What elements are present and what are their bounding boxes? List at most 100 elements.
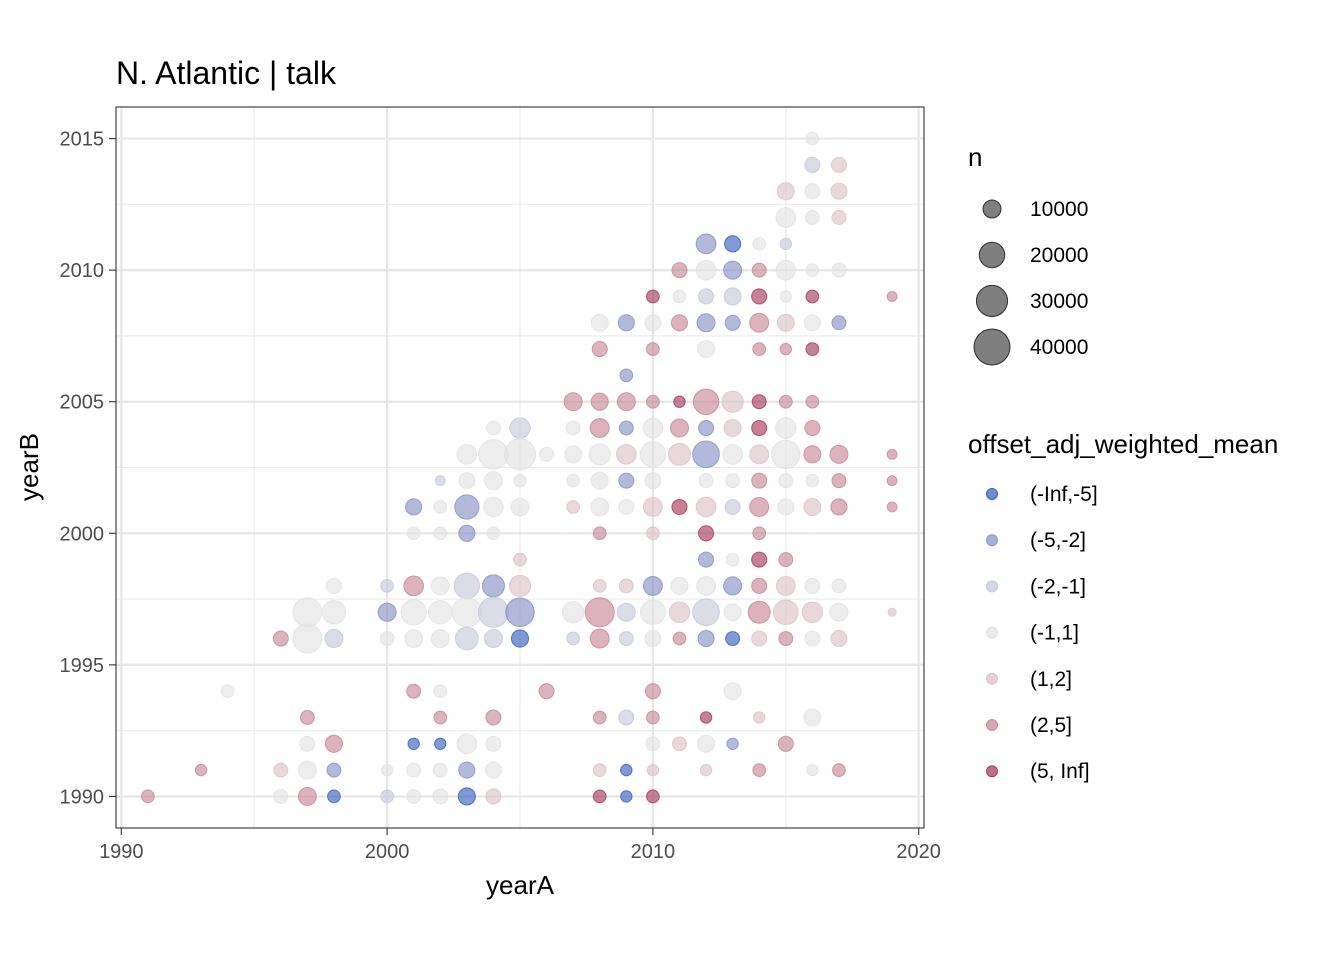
data-point bbox=[646, 763, 660, 777]
data-point bbox=[771, 439, 801, 470]
data-point bbox=[692, 388, 720, 415]
data-point bbox=[619, 368, 634, 383]
data-point bbox=[616, 392, 636, 412]
data-point bbox=[646, 394, 660, 409]
data-point bbox=[324, 734, 343, 753]
data-point bbox=[642, 417, 664, 439]
data-point bbox=[646, 526, 660, 541]
data-point bbox=[725, 473, 741, 489]
data-point bbox=[485, 788, 502, 805]
data-point bbox=[695, 259, 717, 281]
data-point bbox=[589, 628, 610, 649]
data-point bbox=[692, 440, 720, 469]
color-legend-label: (5, Inf] bbox=[1030, 760, 1090, 783]
data-point bbox=[327, 789, 341, 804]
data-point bbox=[753, 711, 766, 724]
data-point bbox=[477, 596, 509, 628]
color-legend-key bbox=[986, 672, 998, 685]
data-point bbox=[299, 735, 316, 752]
data-point bbox=[726, 737, 739, 750]
data-point bbox=[406, 788, 422, 804]
data-point bbox=[723, 682, 742, 701]
data-point bbox=[886, 291, 898, 302]
size-legend-label: 10000 bbox=[1030, 198, 1088, 221]
data-point bbox=[584, 597, 615, 628]
data-point bbox=[668, 601, 691, 623]
data-point bbox=[508, 574, 532, 598]
data-point bbox=[751, 288, 768, 305]
data-point bbox=[592, 710, 607, 725]
data-point bbox=[772, 599, 799, 626]
data-point bbox=[407, 737, 420, 750]
data-point bbox=[433, 500, 448, 514]
data-point bbox=[272, 630, 289, 647]
data-point bbox=[725, 631, 741, 647]
data-point bbox=[778, 631, 794, 647]
chart-title: N. Atlantic | talk bbox=[116, 55, 337, 91]
data-point bbox=[831, 473, 847, 489]
data-point bbox=[775, 259, 797, 281]
data-point bbox=[483, 496, 504, 518]
data-point bbox=[565, 420, 581, 436]
data-point bbox=[698, 551, 715, 568]
data-point bbox=[752, 236, 767, 251]
data-point bbox=[400, 598, 427, 626]
data-point bbox=[751, 472, 768, 489]
data-point bbox=[326, 762, 342, 778]
data-point bbox=[806, 763, 819, 777]
data-point bbox=[803, 445, 822, 464]
data-point bbox=[299, 710, 315, 725]
y-tick-label: 1995 bbox=[60, 655, 105, 677]
data-point bbox=[698, 473, 714, 489]
data-point bbox=[616, 602, 636, 622]
data-point bbox=[747, 600, 771, 624]
data-point bbox=[485, 709, 502, 726]
size-legend: n 10000 20000 30000 40000 bbox=[968, 142, 1088, 366]
data-point bbox=[485, 735, 502, 752]
data-point bbox=[829, 444, 849, 464]
data-point bbox=[505, 597, 535, 627]
data-point bbox=[639, 599, 666, 626]
data-point bbox=[644, 472, 662, 490]
data-point bbox=[454, 494, 480, 520]
data-point bbox=[698, 288, 715, 305]
data-point bbox=[380, 789, 394, 804]
data-point bbox=[725, 552, 740, 567]
data-point bbox=[830, 498, 848, 516]
data-point bbox=[672, 631, 687, 646]
data-point bbox=[430, 629, 450, 649]
data-point bbox=[590, 392, 609, 411]
data-point bbox=[752, 526, 767, 541]
color-legend-title: offset_adj_weighted_mean bbox=[968, 429, 1278, 459]
data-point bbox=[566, 500, 581, 514]
size-legend-key bbox=[973, 328, 1011, 366]
data-point bbox=[483, 471, 503, 491]
data-point bbox=[432, 788, 449, 805]
data-point bbox=[804, 577, 821, 594]
data-point bbox=[670, 576, 689, 595]
data-point bbox=[510, 629, 530, 648]
data-point bbox=[404, 629, 424, 649]
data-point bbox=[620, 790, 633, 803]
y-axis-title: yearB bbox=[14, 433, 44, 501]
plot-panel bbox=[115, 106, 925, 829]
data-point bbox=[749, 312, 770, 333]
data-point bbox=[775, 417, 797, 439]
y-tick-label: 2015 bbox=[60, 129, 105, 151]
data-point bbox=[751, 394, 767, 410]
data-point bbox=[698, 525, 715, 542]
data-point bbox=[723, 603, 742, 622]
data-point bbox=[695, 496, 717, 518]
data-point bbox=[887, 607, 897, 617]
data-point bbox=[805, 394, 820, 409]
data-point bbox=[805, 342, 820, 356]
data-point bbox=[485, 420, 501, 436]
size-legend-label: 40000 bbox=[1030, 336, 1088, 359]
data-point bbox=[562, 601, 585, 624]
data-point bbox=[692, 598, 720, 627]
data-point bbox=[831, 210, 847, 225]
color-legend-label: (1,2] bbox=[1030, 668, 1072, 691]
data-point bbox=[779, 237, 792, 251]
data-point bbox=[886, 475, 898, 487]
